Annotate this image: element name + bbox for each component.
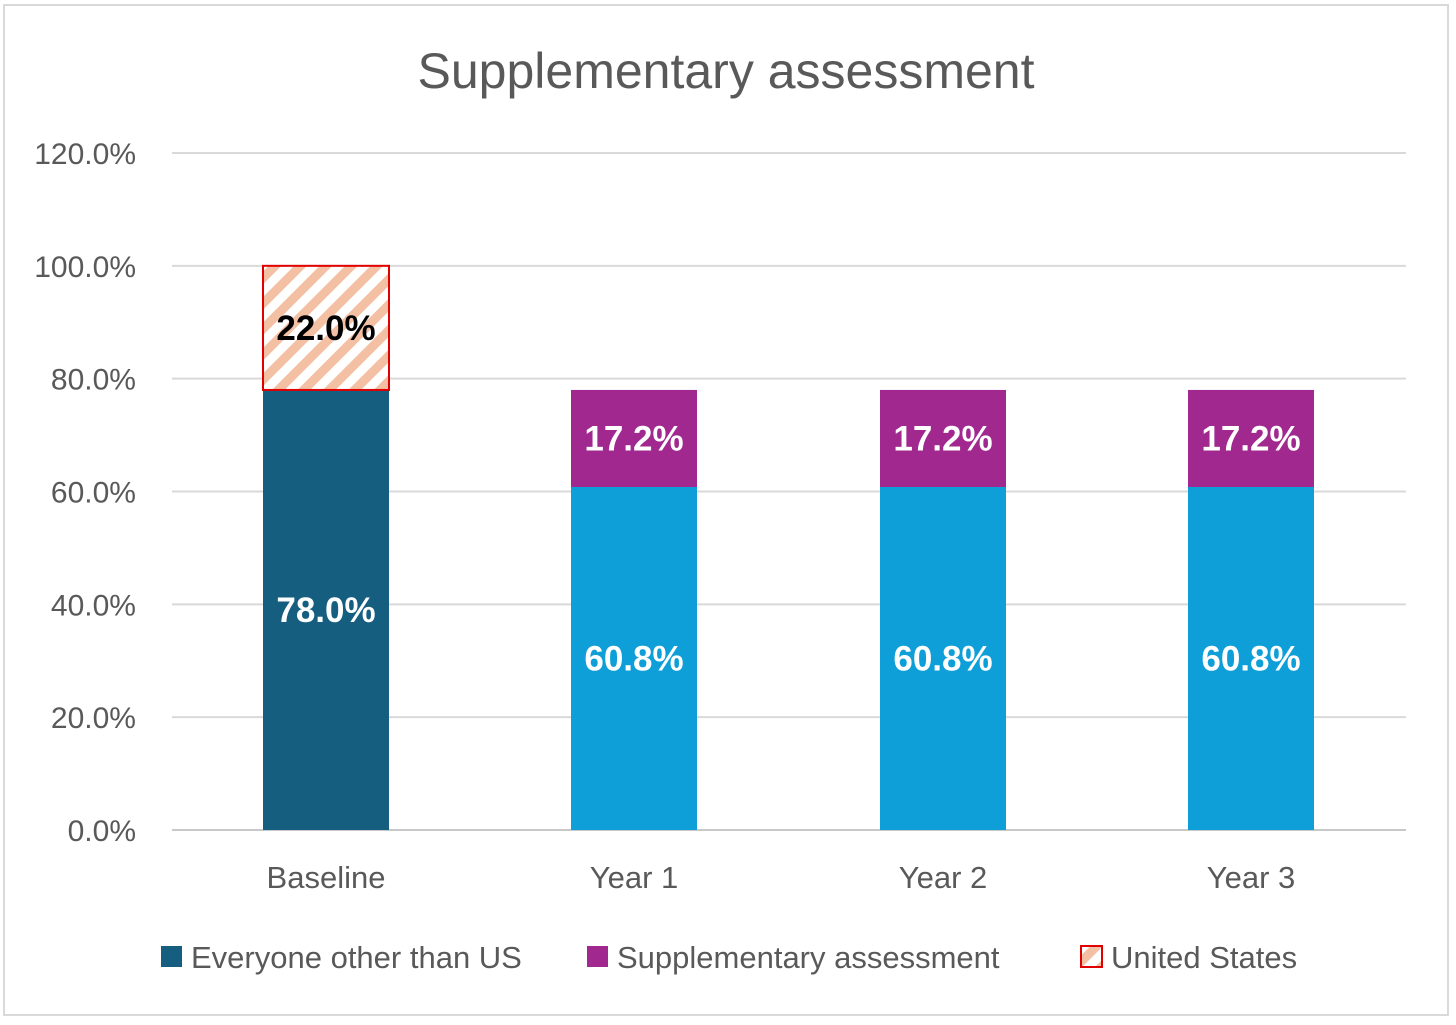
data-label: 17.2%	[584, 419, 683, 458]
x-category-label: Year 2	[899, 860, 988, 895]
y-tick-label: 120.0%	[34, 138, 136, 171]
legend-swatch	[587, 946, 608, 967]
bar-segment	[880, 389, 1006, 487]
x-category-label: Baseline	[267, 860, 386, 895]
bar-segment	[1188, 389, 1314, 487]
chart-title: Supplementary assessment	[418, 43, 1035, 99]
data-label: 78.0%	[276, 591, 375, 630]
y-tick-label: 100.0%	[34, 251, 136, 284]
y-tick-label: 80.0%	[51, 364, 136, 397]
y-tick-label: 0.0%	[68, 815, 136, 848]
data-label: 60.8%	[1201, 639, 1300, 678]
bar-segment	[262, 264, 390, 391]
data-label: 17.2%	[893, 419, 992, 458]
legend-label: Everyone other than US	[191, 940, 522, 975]
data-label: 60.8%	[584, 639, 683, 678]
bar-segment	[1188, 486, 1314, 830]
legend-label: United States	[1111, 940, 1297, 975]
y-tick-label: 60.0%	[51, 477, 136, 510]
legend: Everyone other than US Supplementary asse…	[161, 940, 1297, 975]
bar-segment	[571, 486, 697, 830]
legend-label: Supplementary assessment	[617, 940, 1000, 975]
y-axis-ticks: 0.0% 20.0% 40.0% 60.0% 80.0% 100.0% 120.0%	[34, 138, 136, 848]
bar-segment	[571, 389, 697, 487]
data-label: 17.2%	[1201, 419, 1300, 458]
data-labels: 78.0% 22.0% 60.8% 17.2% 60.8% 17.2% 60.8% 17.2%	[276, 309, 1300, 679]
bar-segment	[263, 389, 389, 830]
legend-swatch	[161, 946, 182, 967]
bar-segment	[880, 486, 1006, 830]
legend-swatch	[1080, 945, 1103, 968]
data-label: 60.8%	[893, 639, 992, 678]
y-tick-label: 40.0%	[51, 589, 136, 622]
x-category-label: Year 3	[1207, 860, 1296, 895]
y-tick-label: 20.0%	[51, 702, 136, 735]
x-category-label: Year 1	[590, 860, 679, 895]
bars	[262, 264, 1314, 830]
data-label: 22.0%	[276, 309, 375, 348]
x-axis-categories: Baseline Year 1 Year 2 Year 3	[267, 860, 1296, 895]
